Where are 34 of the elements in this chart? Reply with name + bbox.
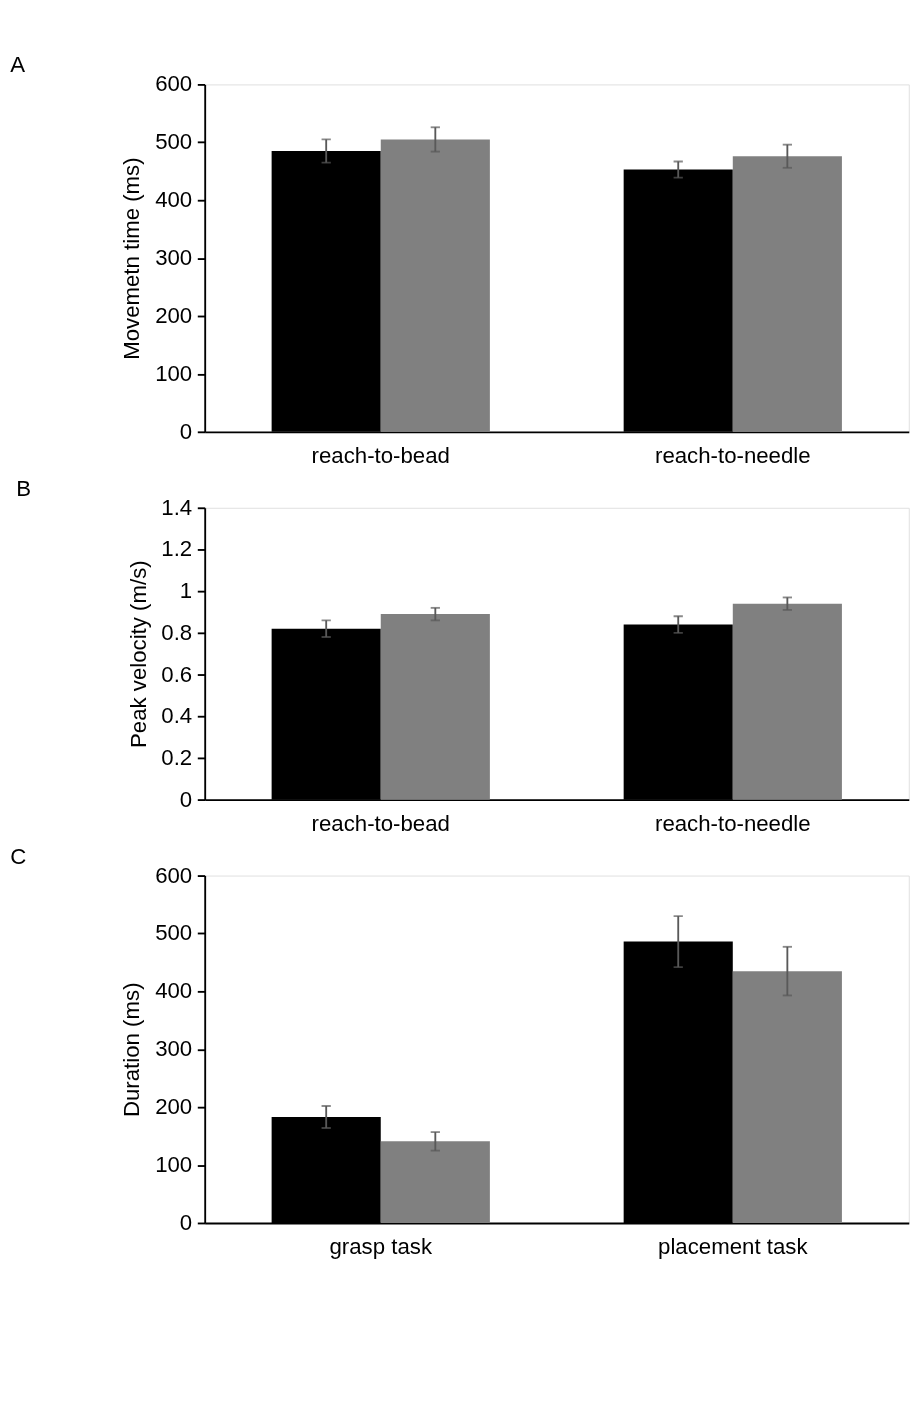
x-tick-label: reach-to-needle (654, 442, 811, 468)
text: B (16, 475, 32, 501)
y-tick-label: 0 (179, 1209, 193, 1235)
y-tick-label: 600 (155, 862, 193, 888)
x-tick-label: reach-to-bead (311, 442, 450, 468)
x-tick-label: placement task (658, 1234, 809, 1260)
y-tick-label: 100 (155, 360, 193, 386)
y-tick-label: 0.4 (161, 703, 193, 729)
y-tick-label: 500 (155, 129, 193, 155)
x-tick-label: grasp task (329, 1234, 433, 1260)
y-tick-label: 0.2 (161, 744, 193, 770)
y-tick-label: 0 (179, 418, 193, 444)
y-tick-label: 1.2 (161, 536, 193, 562)
y-tick-label: 0.8 (161, 619, 193, 645)
y-tick-label: 500 (155, 920, 193, 946)
y-tick-label: 600 (155, 71, 193, 97)
y-axis-title: Duration (ms) (119, 982, 145, 1118)
x-tick-label: reach-to-bead (311, 810, 450, 836)
y-tick-label: 400 (155, 187, 193, 213)
y-tick-label: 1.4 (161, 494, 193, 520)
text: A (10, 52, 26, 78)
y-tick-label: 200 (155, 302, 193, 328)
x-tick-label: reach-to-needle (654, 810, 811, 836)
y-tick-label: 1 (179, 578, 193, 604)
y-axis-title: Peak velocity (m/s) (125, 560, 151, 749)
y-tick-label: 100 (155, 1152, 193, 1178)
y-tick-label: 400 (155, 978, 193, 1004)
y-tick-label: 0.6 (161, 661, 193, 687)
y-tick-label: 200 (155, 1094, 193, 1120)
y-axis-title: Movemetn time (ms) (119, 157, 145, 360)
y-tick-label: 0 (179, 786, 193, 812)
text: C (10, 843, 27, 869)
y-tick-label: 300 (155, 245, 193, 271)
y-tick-label: 300 (155, 1036, 193, 1062)
